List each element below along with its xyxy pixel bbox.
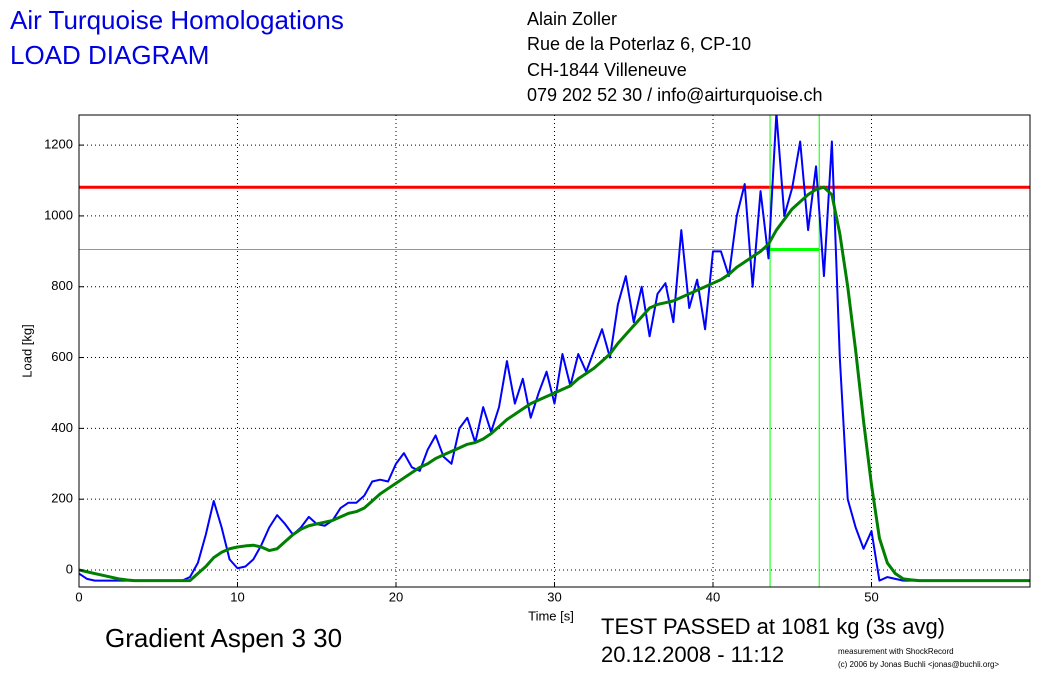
glider-name: Gradient Aspen 3 30: [105, 623, 342, 653]
credit: (c) 2006 by Jonas Buchli <jonas@buchli.o…: [838, 660, 999, 669]
x-axis-label: Time [s]: [528, 608, 574, 623]
y-tick-label: 200: [51, 491, 73, 506]
y-tick-label: 600: [51, 349, 73, 364]
plot-marks: [79, 115, 1030, 587]
address-line: Alain Zoller: [527, 9, 617, 29]
x-tick-label: 50: [864, 589, 878, 604]
x-tick-label: 40: [706, 589, 720, 604]
y-axis-label: Load [kg]: [19, 324, 34, 378]
x-tick-label: 30: [547, 589, 561, 604]
data-line: [79, 185, 1030, 583]
y-tick-label: 800: [51, 278, 73, 293]
x-tick-label: 0: [75, 589, 82, 604]
x-tick-label: 20: [389, 589, 403, 604]
chart-title: Air Turquoise Homologations: [10, 5, 344, 35]
chart-subtitle: LOAD DIAGRAM: [10, 40, 209, 70]
y-tick-label: 1000: [44, 207, 73, 222]
y-tick-label: 400: [51, 420, 73, 435]
address-line: Rue de la Poterlaz 6, CP-10: [527, 34, 751, 54]
y-tick-label: 1200: [44, 137, 73, 152]
address-line: 079 202 52 30 / info@airturquoise.ch: [527, 85, 822, 105]
y-tick-label: 0: [66, 561, 73, 576]
test-date: 20.12.2008 - 11:12: [601, 642, 784, 667]
data-line: [79, 115, 1030, 582]
x-tick-label: 10: [230, 589, 244, 604]
test-result: TEST PASSED at 1081 kg (3s avg): [601, 614, 945, 639]
address-line: CH-1844 Villeneuve: [527, 60, 687, 80]
credit: measurement with ShockRecord: [838, 647, 954, 656]
